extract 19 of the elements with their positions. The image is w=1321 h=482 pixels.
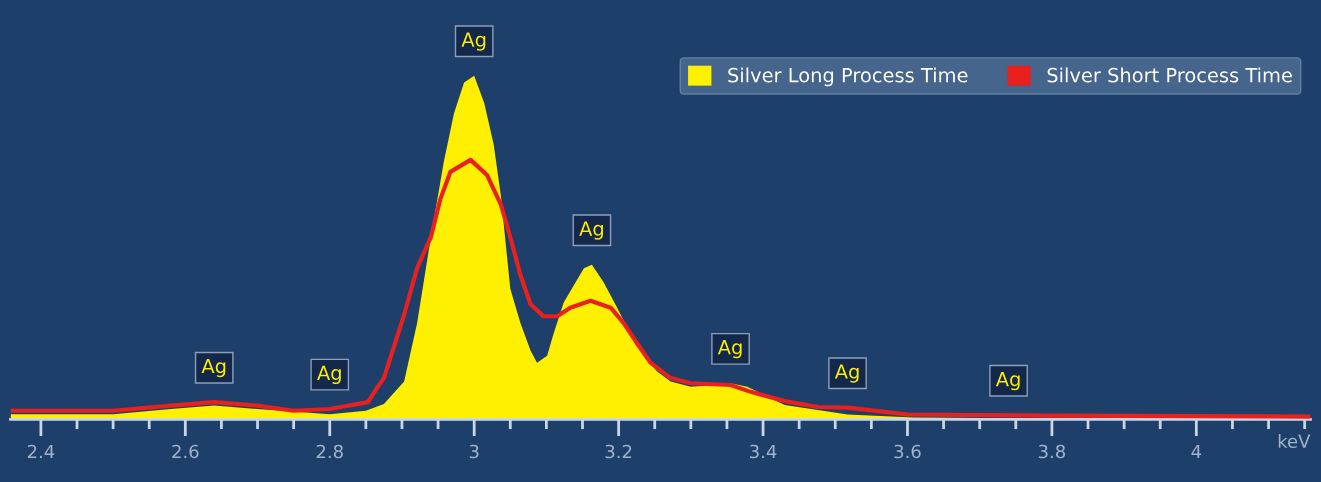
x-tick-label: 3.4 <box>750 444 777 459</box>
annotation: Ag <box>461 32 486 51</box>
x-tick-label: 4 <box>1191 444 1202 459</box>
annotation: Ag <box>201 358 226 378</box>
x-tick-label: 3.6 <box>894 444 921 459</box>
x-tick-label: 2.6 <box>172 444 199 459</box>
annotation: Ag <box>717 340 742 359</box>
x-tick-label: 3.8 <box>1038 444 1066 459</box>
legend-label: Silver Short Process Time <box>1047 67 1292 83</box>
x-tick-label: 3 <box>469 444 479 459</box>
x-axis-title: keV <box>1278 434 1311 449</box>
legend-label: Silver Long Process Time <box>728 67 968 87</box>
x-tick-label: 3.2 <box>605 444 632 459</box>
annotation: Ag <box>995 372 1020 391</box>
annotation: Ag <box>579 221 603 240</box>
x-tick-label: 2.4 <box>27 444 55 459</box>
annotation: Ag <box>317 365 341 385</box>
x-tick-label: 2.8 <box>316 444 343 459</box>
annotation: Ag <box>834 364 859 383</box>
